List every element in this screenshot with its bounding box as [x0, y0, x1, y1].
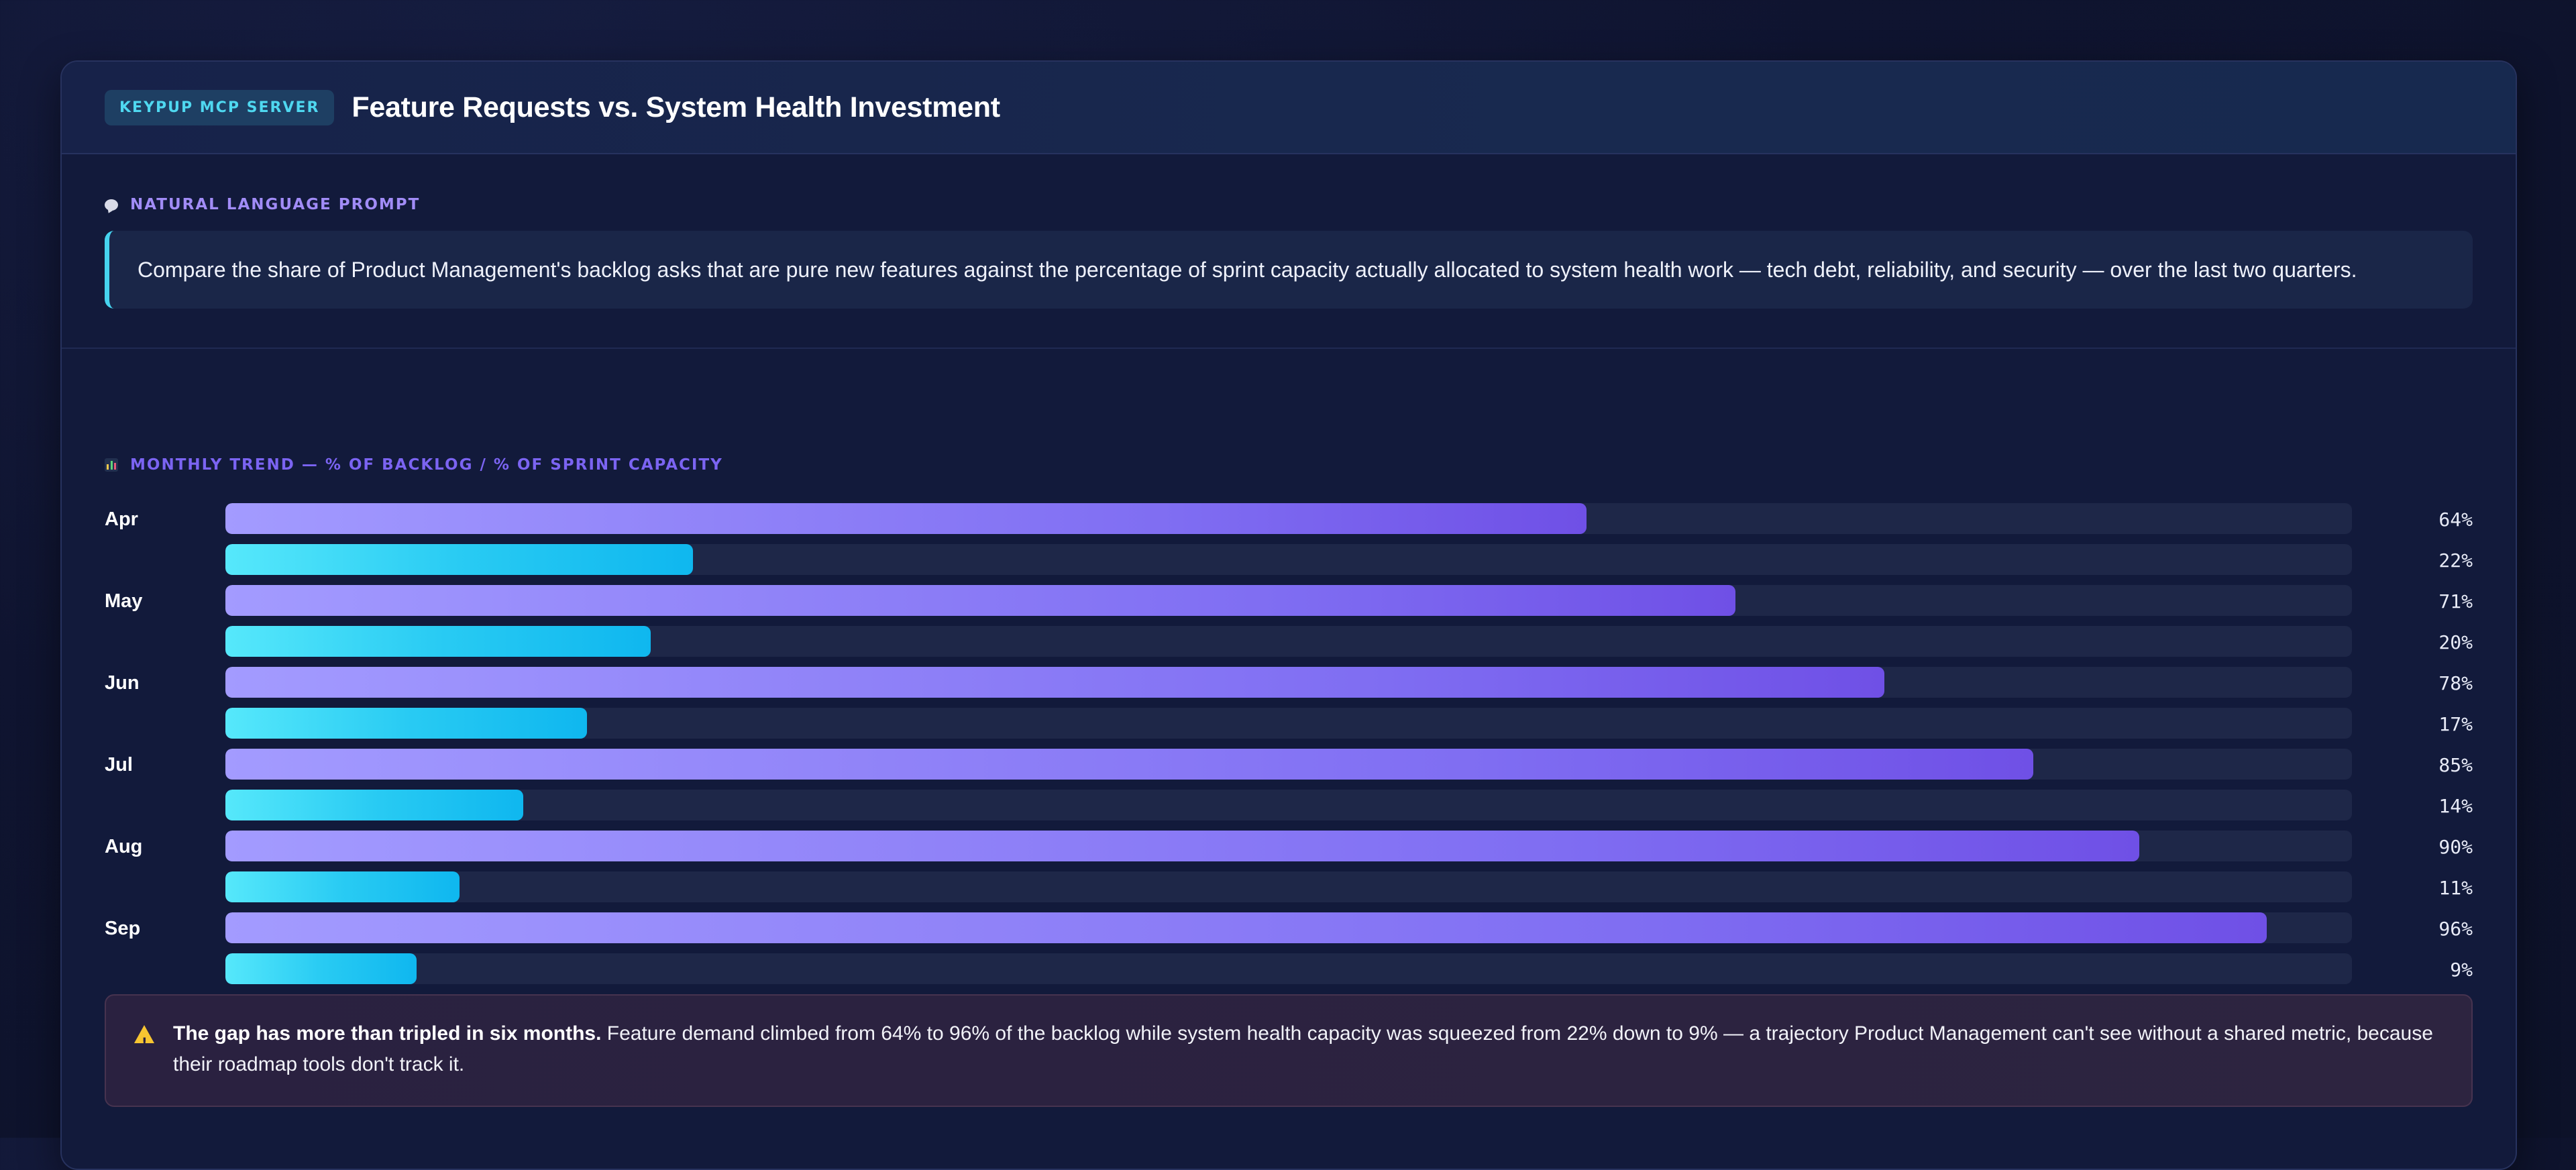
bar-track [225, 871, 2352, 902]
month-label: May [105, 590, 143, 612]
prompt-section-label: NATURAL LANGUAGE PROMPT [105, 196, 2473, 213]
chart-section-label: MONTHLY TREND — % OF BACKLOG / % OF SPRI… [105, 456, 723, 474]
bar-track [225, 667, 2352, 698]
card-header: KEYPUP MCP SERVER Feature Requests vs. S… [62, 62, 2516, 154]
alert-headline: The gap has more than tripled in six mon… [173, 1022, 602, 1045]
insight-alert: The gap has more than tripled in six mon… [105, 994, 2473, 1107]
system-health-bar [225, 871, 460, 902]
system-health-bar [225, 544, 694, 575]
bar-track [225, 708, 2352, 739]
month-label: Jul [105, 754, 133, 776]
system-health-bar [225, 626, 651, 657]
feature-request-bar [225, 667, 1884, 698]
month-label: Jun [105, 672, 140, 694]
system-health-bar [225, 953, 417, 984]
bar-track [225, 585, 2352, 616]
month-label: Aug [105, 836, 143, 857]
speech-bubble-icon [105, 199, 118, 211]
system-health-bar [225, 708, 587, 739]
prompt-section: NATURAL LANGUAGE PROMPT Compare the shar… [105, 196, 2473, 309]
bar-track [225, 749, 2352, 780]
bar-track [225, 831, 2352, 861]
bar-chart-icon [105, 458, 118, 472]
feature-request-bar [225, 831, 2139, 861]
bar-value-label: 85% [2438, 754, 2473, 776]
bar-track [225, 790, 2352, 820]
prompt-text: Compare the share of Product Management'… [138, 257, 2357, 282]
feature-request-bar [225, 503, 1587, 534]
month-label: Apr [105, 509, 138, 530]
report-card: KEYPUP MCP SERVER Feature Requests vs. S… [60, 60, 2517, 1170]
bar-value-label: 78% [2438, 672, 2473, 694]
bar-value-label: 14% [2438, 795, 2473, 817]
alert-text: Feature demand climbed from 64% to 96% o… [173, 1022, 2433, 1075]
chart-label-text: MONTHLY TREND — % OF BACKLOG / % OF SPRI… [130, 456, 723, 474]
bar-value-label: 17% [2438, 713, 2473, 735]
month-label: Sep [105, 918, 141, 939]
section-divider [62, 348, 2516, 349]
system-health-bar [225, 790, 523, 820]
bar-value-label: 22% [2438, 549, 2473, 572]
bar-value-label: 11% [2438, 877, 2473, 899]
warning-icon [134, 1025, 154, 1058]
server-badge: KEYPUP MCP SERVER [105, 89, 335, 125]
bar-track [225, 544, 2352, 575]
bar-track [225, 912, 2352, 943]
prompt-label-text: NATURAL LANGUAGE PROMPT [130, 196, 421, 213]
bar-value-label: 20% [2438, 631, 2473, 653]
bar-value-label: 71% [2438, 590, 2473, 613]
bar-track [225, 953, 2352, 984]
feature-request-bar [225, 749, 2033, 780]
page-title: Feature Requests vs. System Health Inves… [352, 91, 1000, 123]
feature-request-bar [225, 585, 1735, 616]
bar-value-label: 96% [2438, 918, 2473, 940]
bar-track [225, 503, 2352, 534]
prompt-box: Compare the share of Product Management'… [105, 231, 2473, 309]
feature-request-bar [225, 912, 2267, 943]
bar-value-label: 64% [2438, 509, 2473, 531]
bar-track [225, 626, 2352, 657]
bar-value-label: 9% [2450, 959, 2473, 981]
bar-value-label: 90% [2438, 836, 2473, 858]
